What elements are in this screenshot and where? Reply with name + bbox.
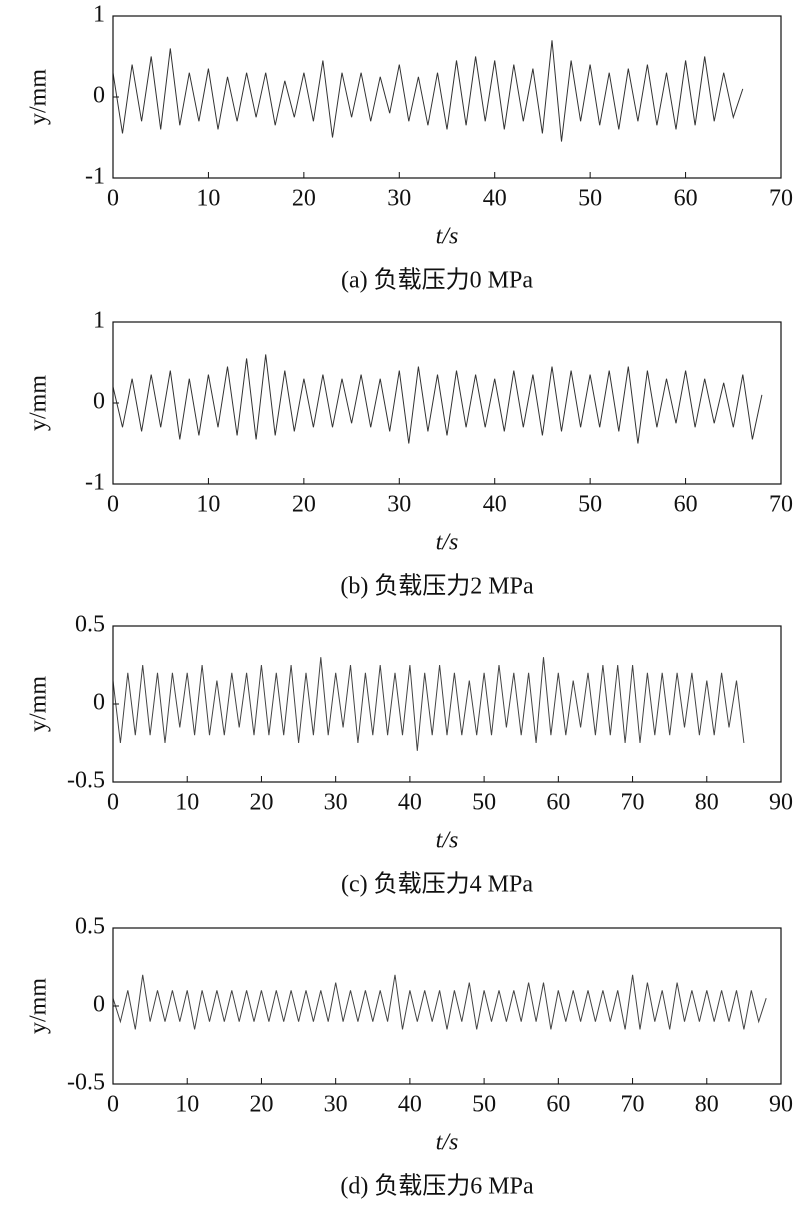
y-axis-label: y/mm — [26, 676, 52, 732]
x-tick-label: 60 — [546, 1092, 570, 1118]
x-tick-label: 30 — [387, 186, 411, 212]
x-tick-label: 20 — [249, 1092, 273, 1118]
x-tick-label: 40 — [483, 492, 507, 518]
signal-line — [112, 40, 744, 142]
x-axis-label: t/s — [436, 530, 459, 556]
panel-caption: (a) 负载压力0 MPa — [341, 267, 533, 294]
x-tick-label: 20 — [292, 186, 316, 212]
panel-caption: (d) 负载压力6 MPa — [340, 1173, 534, 1200]
x-tick-label: 20 — [292, 492, 316, 518]
x-tick-label: 50 — [472, 790, 496, 816]
y-tick-label: -1 — [85, 164, 105, 190]
x-tick-label: 10 — [196, 186, 220, 212]
x-tick-label: 70 — [621, 790, 645, 816]
panel-caption: (c) 负载压力4 MPa — [341, 871, 533, 898]
y-tick-label: 0.5 — [75, 914, 105, 940]
x-tick-label: 80 — [695, 790, 719, 816]
x-tick-label: 10 — [175, 1092, 199, 1118]
y-tick-label: 1 — [93, 308, 105, 334]
x-axis-label: t/s — [436, 224, 459, 250]
x-tick-label: 0 — [107, 790, 119, 816]
x-tick-label: 70 — [621, 1092, 645, 1118]
panel-caption: (b) 负载压力2 MPa — [340, 573, 534, 600]
y-tick-label: -0.5 — [67, 768, 105, 794]
y-tick-label: 0 — [93, 992, 105, 1018]
y-axis-label: y/mm — [26, 978, 52, 1034]
x-tick-label: 40 — [398, 790, 422, 816]
y-tick-label: 0 — [93, 389, 105, 415]
x-axis-label: t/s — [436, 828, 459, 854]
x-tick-label: 90 — [769, 1092, 793, 1118]
x-tick-label: 20 — [249, 790, 273, 816]
y-axis-label: y/mm — [26, 69, 52, 125]
y-tick-label: 0 — [93, 690, 105, 716]
x-tick-label: 0 — [107, 186, 119, 212]
x-tick-label: 40 — [483, 186, 507, 212]
x-tick-label: 50 — [472, 1092, 496, 1118]
signal-line — [112, 657, 745, 751]
x-tick-label: 70 — [769, 492, 793, 518]
y-tick-label: -1 — [85, 470, 105, 496]
x-tick-label: 30 — [387, 492, 411, 518]
x-tick-label: 10 — [175, 790, 199, 816]
plot-frame — [112, 625, 782, 783]
x-tick-label: 30 — [324, 1092, 348, 1118]
y-axis-label: y/mm — [26, 375, 52, 431]
x-tick-label: 70 — [769, 186, 793, 212]
x-tick-label: 80 — [695, 1092, 719, 1118]
y-tick-label: 1 — [93, 2, 105, 28]
x-tick-label: 50 — [578, 492, 602, 518]
x-tick-label: 30 — [324, 790, 348, 816]
x-tick-label: 0 — [107, 1092, 119, 1118]
x-axis-label: t/s — [436, 1130, 459, 1156]
x-tick-label: 60 — [546, 790, 570, 816]
x-tick-label: 90 — [769, 790, 793, 816]
x-tick-label: 60 — [674, 186, 698, 212]
x-tick-label: 0 — [107, 492, 119, 518]
x-tick-label: 40 — [398, 1092, 422, 1118]
x-tick-label: 50 — [578, 186, 602, 212]
x-tick-label: 10 — [196, 492, 220, 518]
x-tick-label: 60 — [674, 492, 698, 518]
y-tick-label: -0.5 — [67, 1070, 105, 1096]
y-tick-label: 0.5 — [75, 612, 105, 638]
signal-line — [112, 974, 767, 1030]
signal-line — [112, 354, 763, 444]
y-tick-label: 0 — [93, 83, 105, 109]
